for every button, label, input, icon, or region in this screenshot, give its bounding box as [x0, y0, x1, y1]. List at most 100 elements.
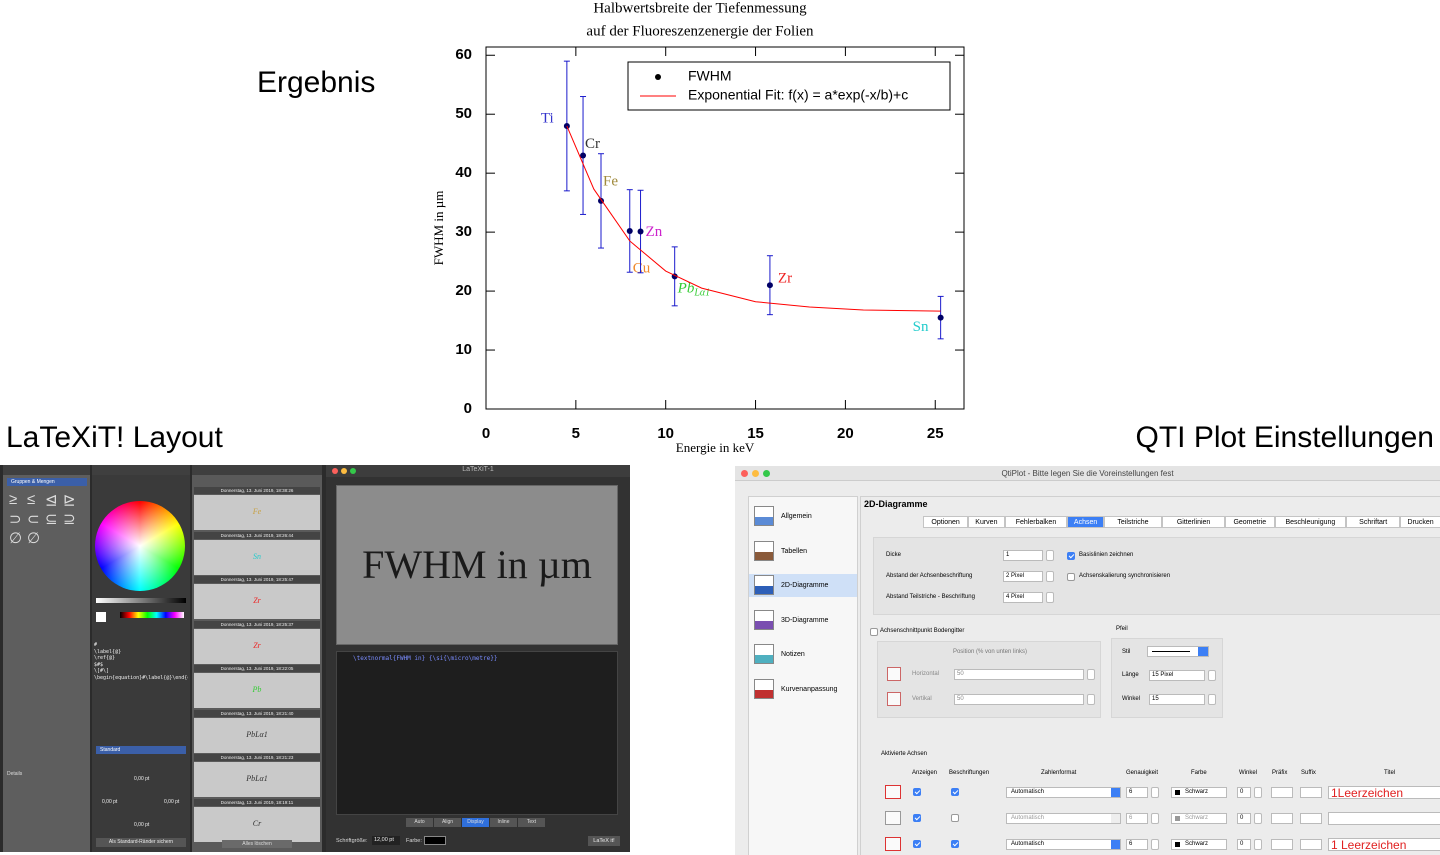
- preamble-select[interactable]: Standard: [96, 746, 186, 754]
- color-select[interactable]: Schwarz: [1171, 813, 1227, 824]
- suffix-input[interactable]: [1300, 839, 1322, 850]
- title-input[interactable]: 1 Leerzeichen: [1328, 838, 1440, 852]
- margin-button[interactable]: Als Standard-Ränder sichern: [96, 838, 186, 847]
- checkbox[interactable]: [1067, 552, 1075, 560]
- color-select[interactable]: Schwarz: [1171, 787, 1227, 798]
- clear-button[interactable]: Alles löschen: [222, 840, 292, 848]
- mode-button[interactable]: Inline: [490, 818, 517, 827]
- history-entry[interactable]: Cr: [194, 806, 320, 842]
- symbol[interactable]: ∅: [9, 530, 23, 547]
- mode-button[interactable]: Align: [434, 818, 461, 827]
- spinner[interactable]: [1254, 839, 1262, 850]
- close-button[interactable]: [332, 468, 338, 474]
- checkbox[interactable]: [913, 840, 921, 848]
- angle-input[interactable]: 0: [1237, 813, 1251, 824]
- format-select[interactable]: Automatisch: [1006, 839, 1121, 850]
- symbol[interactable]: ∅: [27, 530, 41, 547]
- prefix-input[interactable]: [1271, 787, 1293, 798]
- symbol[interactable]: ≥: [9, 491, 18, 508]
- field-input[interactable]: 15 Pixel: [1149, 670, 1205, 681]
- title-input[interactable]: 1Leerzeichen: [1328, 786, 1440, 800]
- spinner[interactable]: [1087, 694, 1095, 705]
- spinner[interactable]: [1046, 571, 1054, 582]
- spinner[interactable]: [1208, 694, 1216, 705]
- history-entry[interactable]: Zr: [194, 584, 320, 619]
- field-input[interactable]: 50: [954, 669, 1084, 680]
- symbol[interactable]: ⊆: [45, 511, 58, 528]
- angle-input[interactable]: 0: [1237, 787, 1251, 798]
- checkbox[interactable]: [951, 840, 959, 848]
- checkbox[interactable]: [951, 814, 959, 822]
- tab[interactable]: Drucken: [1400, 516, 1440, 528]
- field-input[interactable]: 2 Pixel: [1003, 571, 1043, 582]
- symbol[interactable]: ⊵: [63, 492, 76, 509]
- mode-button[interactable]: Display: [462, 818, 489, 827]
- history-entry[interactable]: Pb: [194, 673, 320, 708]
- tab[interactable]: Beschleunigung: [1274, 516, 1347, 528]
- field-input[interactable]: 1: [1003, 550, 1043, 561]
- latex-it-button[interactable]: LaTeX it!: [588, 836, 620, 846]
- color-select[interactable]: Schwarz: [1171, 839, 1227, 850]
- tab[interactable]: Schriftart: [1346, 516, 1401, 528]
- minimize-button[interactable]: [341, 468, 347, 474]
- group-select[interactable]: Gruppen & Mengen: [7, 478, 87, 486]
- format-select[interactable]: Automatisch: [1006, 813, 1121, 824]
- sidebar-item[interactable]: 3D-Diagramme: [781, 616, 829, 624]
- field-input[interactable]: 4 Pixel: [1003, 592, 1043, 603]
- spinner[interactable]: [1151, 813, 1159, 824]
- sidebar-item[interactable]: Notizen: [781, 651, 805, 658]
- spinner[interactable]: [1254, 787, 1262, 798]
- history-entry[interactable]: PbLα1: [194, 717, 320, 753]
- suffix-input[interactable]: [1300, 787, 1322, 798]
- zoom-button[interactable]: [350, 468, 356, 474]
- precision-input[interactable]: 6: [1126, 813, 1148, 824]
- tab[interactable]: Teilstriche: [1103, 516, 1163, 528]
- checkbox[interactable]: [951, 788, 959, 796]
- history-entry[interactable]: Zr: [194, 628, 320, 664]
- sidebar-item[interactable]: Allgemein: [781, 513, 812, 520]
- minimize-button[interactable]: [752, 470, 759, 477]
- checkbox[interactable]: [913, 788, 921, 796]
- tab[interactable]: Optionen: [923, 516, 969, 528]
- title-input[interactable]: [1328, 812, 1440, 825]
- symbol[interactable]: ≤: [27, 491, 36, 508]
- suffix-input[interactable]: [1300, 813, 1322, 824]
- mode-button[interactable]: Auto: [406, 818, 433, 827]
- checkbox[interactable]: [870, 628, 878, 636]
- precision-input[interactable]: 6: [1126, 787, 1148, 798]
- sidebar-item[interactable]: 2D-Diagramme: [781, 582, 829, 589]
- field-input[interactable]: 50: [954, 694, 1084, 705]
- tab[interactable]: Gitterlinien: [1162, 516, 1225, 528]
- tab[interactable]: Geometrie: [1225, 516, 1275, 528]
- spinner[interactable]: [1151, 787, 1159, 798]
- prefix-input[interactable]: [1271, 839, 1293, 850]
- spinner[interactable]: [1208, 670, 1216, 681]
- history-entry[interactable]: Sn: [194, 539, 320, 575]
- color-well[interactable]: [424, 836, 446, 845]
- tab[interactable]: Fehlerbalken: [1004, 516, 1068, 528]
- prefix-input[interactable]: [1271, 813, 1293, 824]
- sidebar-item[interactable]: Kurvenanpassung: [781, 685, 838, 693]
- spinner[interactable]: [1254, 813, 1262, 824]
- field-input[interactable]: 15: [1149, 694, 1205, 705]
- sidebar-item[interactable]: Tabellen: [781, 547, 808, 555]
- precision-input[interactable]: 6: [1126, 839, 1148, 850]
- symbol[interactable]: ⊴: [45, 492, 58, 509]
- spinner[interactable]: [1046, 592, 1054, 603]
- symbol[interactable]: ⊃: [9, 511, 22, 528]
- spinner[interactable]: [1151, 839, 1159, 850]
- source-editor[interactable]: \textnormal{FWHM in} {\si{\micro\metre}}: [336, 651, 618, 815]
- close-button[interactable]: [741, 470, 748, 477]
- angle-input[interactable]: 0: [1237, 839, 1251, 850]
- mode-button[interactable]: Text: [518, 818, 545, 827]
- tab[interactable]: Achsen: [1067, 516, 1104, 528]
- font-size-field[interactable]: 12,00 pt: [372, 836, 400, 845]
- symbol[interactable]: ⊇: [63, 511, 76, 528]
- spinner[interactable]: [1046, 550, 1054, 561]
- history-entry[interactable]: Fe: [194, 495, 320, 530]
- spinner[interactable]: [1087, 669, 1095, 680]
- checkbox[interactable]: [1067, 573, 1075, 581]
- history-entry[interactable]: PbLα1: [194, 762, 320, 797]
- tab[interactable]: Kurven: [968, 516, 1005, 528]
- format-select[interactable]: Automatisch: [1006, 787, 1121, 798]
